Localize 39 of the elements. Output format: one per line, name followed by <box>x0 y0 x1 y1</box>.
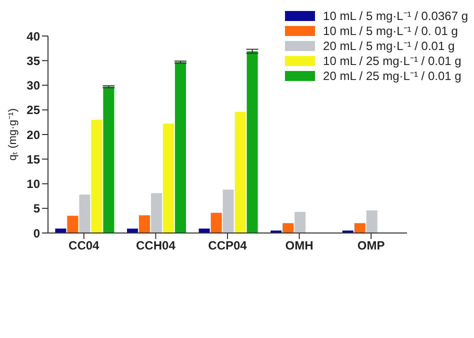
x-tick-label: OMP <box>357 238 385 253</box>
bar <box>162 124 174 233</box>
bar <box>174 62 186 233</box>
y-axis-title: qₜ (mg·g⁻¹) <box>6 108 19 161</box>
y-tick-label: 20 <box>26 128 40 142</box>
bar <box>354 223 366 233</box>
bar <box>366 210 378 233</box>
bar <box>126 228 138 233</box>
bar <box>198 228 210 233</box>
y-tick-label: 10 <box>26 177 40 192</box>
bar <box>294 212 306 233</box>
y-tick-label: 15 <box>26 152 40 166</box>
x-tick-label: CCH04 <box>136 238 176 253</box>
legend-label: 10 mL / 5 mg·L⁻¹ / 0. 01 g <box>323 23 458 39</box>
bar <box>222 190 234 233</box>
bar <box>150 193 162 233</box>
x-tick-label: CC04 <box>68 238 100 253</box>
y-tick-label: 40 <box>26 29 40 44</box>
bar <box>210 212 222 233</box>
bar <box>234 112 246 233</box>
y-tick-label: 0 <box>33 226 40 240</box>
legend-label: 20 mL / 5 mg·L⁻¹ / 0.01 g <box>323 38 455 54</box>
x-tick-label: CCP04 <box>208 238 248 253</box>
x-tick-label: OMH <box>285 238 314 253</box>
bar <box>282 223 294 233</box>
legend-label: 10 mL / 25 mg·L⁻¹ / 0.01 g <box>323 53 462 69</box>
legend-label: 10 mL / 5 mg·L⁻¹ / 0.0367 g <box>323 8 468 24</box>
bar <box>103 86 114 233</box>
y-tick-label: 35 <box>26 54 40 68</box>
bar <box>91 120 102 233</box>
legend-label: 20 mL / 25 mg·L⁻¹ / 0.01 g <box>323 68 462 84</box>
bar <box>246 51 258 233</box>
bar <box>67 216 78 233</box>
bar <box>55 228 66 233</box>
y-tick-label: 25 <box>26 103 40 118</box>
y-tick-label: 5 <box>33 202 40 216</box>
y-tick-label: 30 <box>26 78 40 93</box>
bar <box>138 215 150 233</box>
bar <box>79 194 90 233</box>
